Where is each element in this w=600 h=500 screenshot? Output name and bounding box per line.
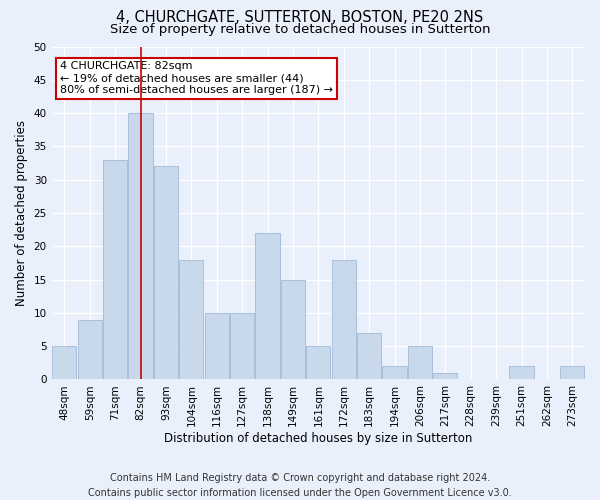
Bar (560, 366, 584, 380)
Text: Contains HM Land Registry data © Crown copyright and database right 2024.
Contai: Contains HM Land Registry data © Crown c… (88, 472, 512, 498)
X-axis label: Distribution of detached houses by size in Sutterton: Distribution of detached houses by size … (164, 432, 473, 445)
Text: 4, CHURCHGATE, SUTTERTON, BOSTON, PE20 2NS: 4, CHURCHGATE, SUTTERTON, BOSTON, PE20 2… (116, 10, 484, 25)
Bar (256, 233, 280, 380)
Bar (128, 113, 152, 380)
Bar (205, 313, 229, 380)
Bar (281, 280, 305, 380)
Bar (230, 313, 254, 380)
Bar (179, 260, 203, 380)
Y-axis label: Number of detached properties: Number of detached properties (15, 120, 28, 306)
Bar (52, 346, 76, 380)
Bar (306, 346, 331, 380)
Bar (433, 373, 457, 380)
Bar (332, 260, 356, 380)
Bar (509, 366, 533, 380)
Bar (154, 166, 178, 380)
Bar (357, 333, 381, 380)
Bar (103, 160, 127, 380)
Bar (408, 346, 432, 380)
Bar (77, 320, 102, 380)
Text: Size of property relative to detached houses in Sutterton: Size of property relative to detached ho… (110, 22, 490, 36)
Text: 4 CHURCHGATE: 82sqm
← 19% of detached houses are smaller (44)
80% of semi-detach: 4 CHURCHGATE: 82sqm ← 19% of detached ho… (59, 62, 332, 94)
Bar (382, 366, 407, 380)
